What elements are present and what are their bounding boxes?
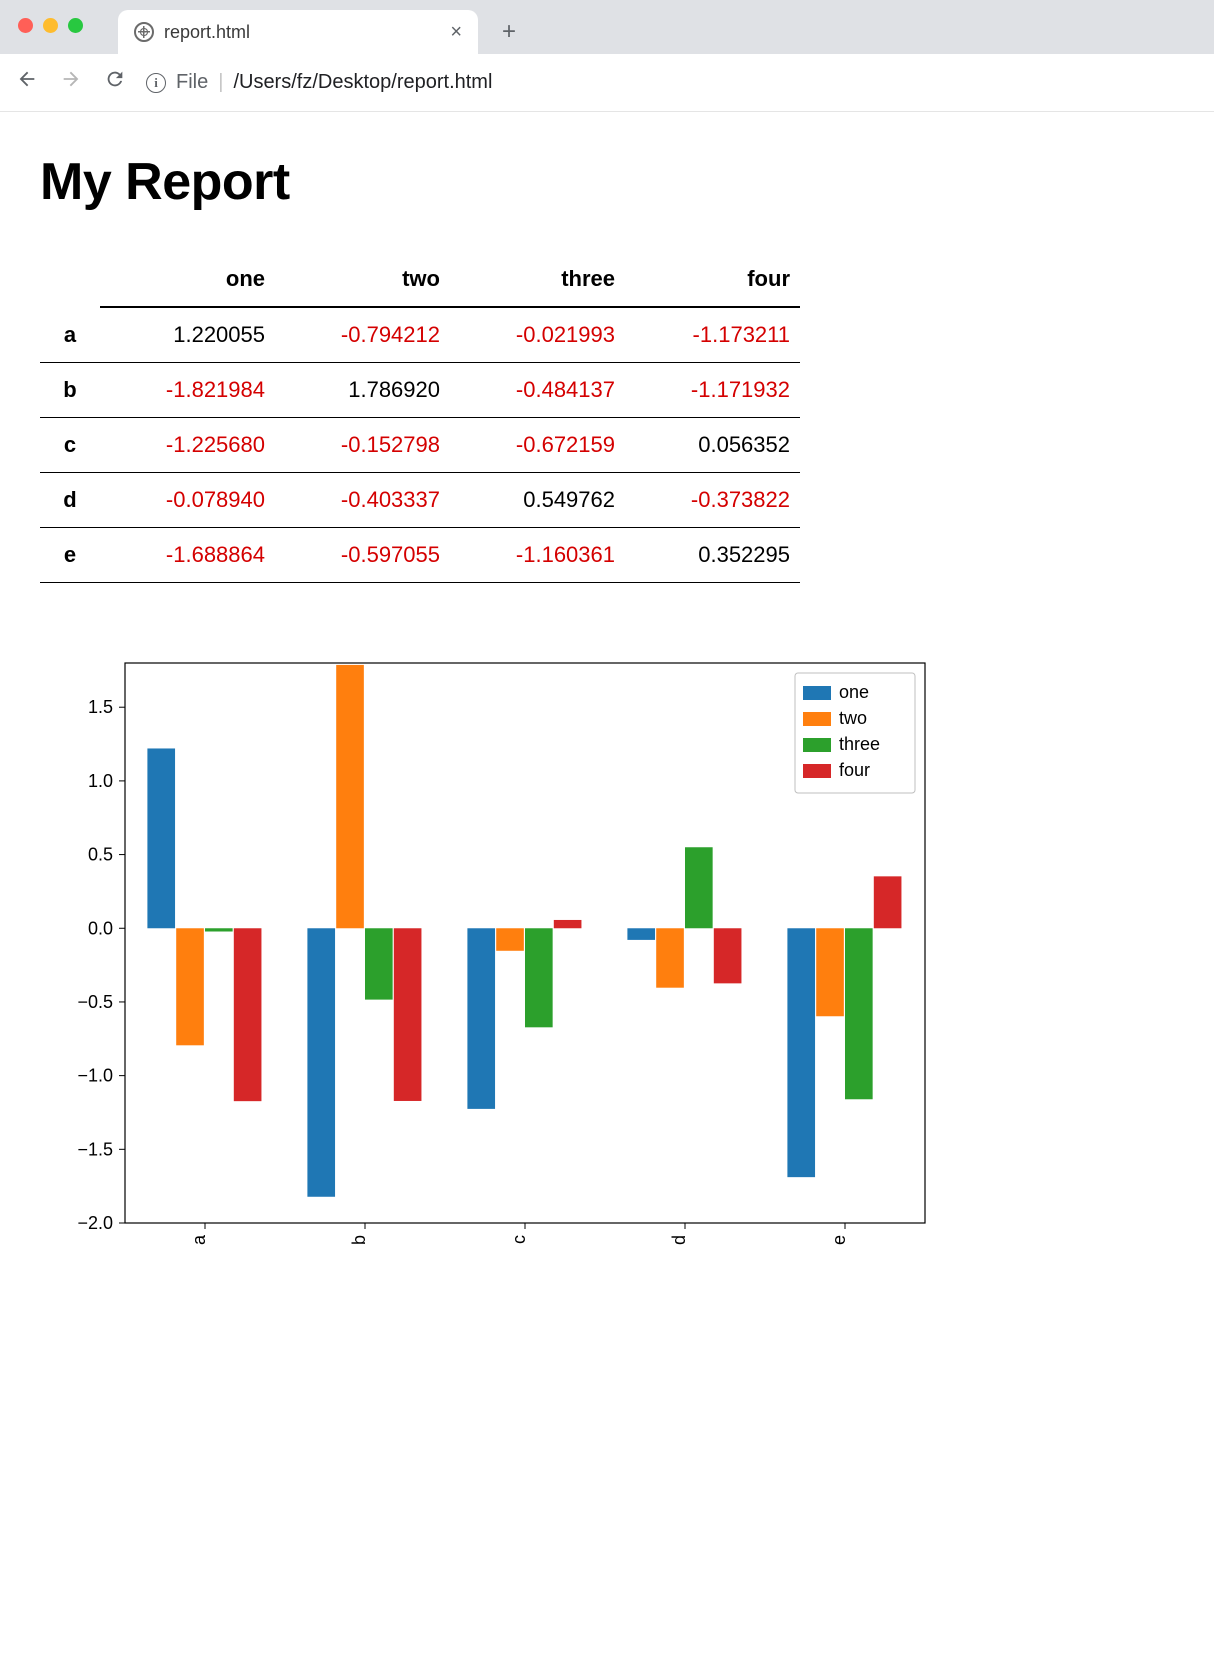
arrow-right-icon [60, 68, 82, 90]
table-cell: -1.160361 [450, 528, 625, 583]
svg-text:four: four [839, 760, 870, 780]
table-cell: -1.171932 [625, 363, 800, 418]
svg-text:−2.0: −2.0 [77, 1213, 113, 1233]
row-header: c [40, 418, 100, 473]
svg-text:0.0: 0.0 [88, 918, 113, 938]
close-tab-icon[interactable]: × [450, 21, 462, 44]
table-row: a1.220055-0.794212-0.021993-1.173211 [40, 307, 800, 363]
table-cell: -0.484137 [450, 363, 625, 418]
chart-container: −2.0 −1.5 −1.0 −0.5 0.0 0.5 1.0 1.5 a b c d e one two t… [40, 653, 1174, 1268]
table-cell: -0.021993 [450, 307, 625, 363]
svg-text:two: two [839, 708, 867, 728]
browser-tab[interactable]: report.html × [118, 10, 478, 54]
table-cell: 0.056352 [625, 418, 800, 473]
arrow-left-icon [16, 68, 38, 90]
svg-text:1.5: 1.5 [88, 697, 113, 717]
svg-text:e: e [829, 1235, 849, 1245]
svg-text:0.5: 0.5 [88, 845, 113, 865]
table-head: one two three four [40, 252, 800, 307]
table-cell: 1.786920 [275, 363, 450, 418]
table-cell: 0.352295 [625, 528, 800, 583]
window-minimize-button[interactable] [43, 18, 58, 33]
svg-text:−1.0: −1.0 [77, 1066, 113, 1086]
table-row: b-1.8219841.786920-0.484137-1.171932 [40, 363, 800, 418]
address-scheme: File [176, 71, 208, 94]
svg-text:d: d [669, 1235, 689, 1245]
table-cell: -0.078940 [100, 473, 275, 528]
table-corner [40, 252, 100, 307]
row-header: e [40, 528, 100, 583]
page-title: My Report [40, 152, 1174, 212]
svg-text:a: a [189, 1234, 209, 1245]
page-body: My Report one two three four a1.220055-0… [0, 112, 1214, 1268]
browser-chrome: report.html × + i File | /Users/fz/Deskt… [0, 0, 1214, 112]
row-header: b [40, 363, 100, 418]
reload-button[interactable] [102, 68, 128, 97]
bar-chart: −2.0 −1.5 −1.0 −0.5 0.0 0.5 1.0 1.5 a b c d e one two t… [40, 653, 937, 1263]
window-controls [18, 18, 83, 33]
table-cell: -0.794212 [275, 307, 450, 363]
table-cell: -0.373822 [625, 473, 800, 528]
address-path: /Users/fz/Desktop/report.html [233, 71, 492, 94]
svg-text:1.0: 1.0 [88, 771, 113, 791]
reload-icon [104, 68, 126, 90]
svg-text:−1.5: −1.5 [77, 1139, 113, 1159]
new-tab-button[interactable]: + [492, 15, 526, 49]
table-row: d-0.078940-0.4033370.549762-0.373822 [40, 473, 800, 528]
tab-title: report.html [164, 22, 440, 43]
svg-text:−0.5: −0.5 [77, 992, 113, 1012]
svg-text:one: one [839, 682, 869, 702]
svg-text:b: b [349, 1235, 369, 1245]
info-icon: i [146, 73, 166, 93]
table-cell: -1.173211 [625, 307, 800, 363]
address-separator: | [218, 71, 223, 94]
svg-text:three: three [839, 734, 880, 754]
row-header: d [40, 473, 100, 528]
data-table: one two three four a1.220055-0.794212-0.… [40, 252, 800, 583]
table-row: e-1.688864-0.597055-1.1603610.352295 [40, 528, 800, 583]
table-cell: -1.821984 [100, 363, 275, 418]
forward-button[interactable] [58, 68, 84, 97]
table-cell: -0.403337 [275, 473, 450, 528]
col-header: three [450, 252, 625, 307]
row-header: a [40, 307, 100, 363]
table-cell: 1.220055 [100, 307, 275, 363]
window-close-button[interactable] [18, 18, 33, 33]
col-header: four [625, 252, 800, 307]
svg-text:c: c [509, 1235, 529, 1244]
table-cell: -0.597055 [275, 528, 450, 583]
tab-strip: report.html × + [0, 0, 1214, 54]
table-cell: -0.152798 [275, 418, 450, 473]
col-header: one [100, 252, 275, 307]
table-body: a1.220055-0.794212-0.021993-1.173211b-1.… [40, 307, 800, 583]
window-zoom-button[interactable] [68, 18, 83, 33]
col-header: two [275, 252, 450, 307]
browser-toolbar: i File | /Users/fz/Desktop/report.html [0, 54, 1214, 112]
globe-icon [134, 22, 154, 42]
table-cell: 0.549762 [450, 473, 625, 528]
table-cell: -1.688864 [100, 528, 275, 583]
table-row: c-1.225680-0.152798-0.6721590.056352 [40, 418, 800, 473]
table-cell: -1.225680 [100, 418, 275, 473]
back-button[interactable] [14, 68, 40, 97]
table-cell: -0.672159 [450, 418, 625, 473]
address-bar[interactable]: i File | /Users/fz/Desktop/report.html [146, 71, 1200, 94]
